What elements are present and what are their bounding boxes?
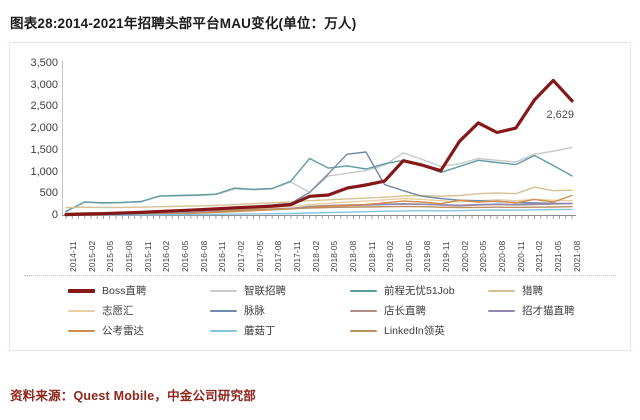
- legend-label: 招才猫直聘: [522, 305, 575, 317]
- x-tick-label: 2020-11: [515, 241, 526, 272]
- end-value-label: 2,629: [546, 109, 574, 121]
- legend-item-10: LinkedIn领英: [350, 323, 488, 338]
- legend-item-1: 智联招聘: [210, 283, 350, 298]
- legend-swatch: [210, 309, 237, 312]
- source-text: 资料来源：Quest Mobile，中金公司研究部: [10, 389, 256, 403]
- chart-title: 图表28:2014-2021年招聘头部平台MAU变化(单位：万人): [10, 16, 357, 31]
- x-tick-label: 2017-02: [235, 240, 246, 272]
- y-tick-label: 3,000: [30, 78, 58, 91]
- x-tick-label: 2019-02: [385, 240, 396, 272]
- x-tick-label: 2020-05: [478, 240, 489, 272]
- x-tick-label: 2021-02: [534, 240, 545, 272]
- legend-swatch: [350, 289, 377, 292]
- x-tick-label: 2021-05: [553, 240, 564, 272]
- x-tick-label: 2014-11: [68, 241, 78, 272]
- y-axis-labels: 3,500 3,000 2,500 2,000 1,500 1,000 500 0: [16, 57, 62, 221]
- legend-swatch: [68, 288, 95, 293]
- y-tick-label: 3,500: [30, 57, 58, 69]
- x-tick-label: 2015-08: [123, 240, 134, 272]
- x-tick-label: 2015-02: [86, 240, 97, 272]
- legend-swatch: [350, 329, 377, 332]
- x-tick-label: 2015-11: [142, 241, 153, 272]
- x-tick-label: 2015-05: [105, 240, 116, 272]
- legend-label: 公考雷达: [102, 325, 144, 337]
- series-line-3: [65, 186, 573, 209]
- legend-swatch: [488, 289, 515, 292]
- legend-swatch: [68, 309, 95, 312]
- series-line-0: [64, 78, 574, 217]
- x-tick-label: 2016-02: [161, 240, 172, 272]
- x-tick-label: 2021-08: [571, 240, 582, 272]
- legend-label: LinkedIn领英: [384, 325, 445, 337]
- x-tick-label: 2019-11: [441, 241, 452, 272]
- legend-item-5: 脉脉: [210, 303, 350, 318]
- legend-label: 店长直聘: [384, 305, 426, 317]
- plot-area: 3,500 3,000 2,500 2,000 1,500 1,000 500 0 2,629: [16, 57, 624, 221]
- x-tick-label: 2018-05: [329, 240, 340, 272]
- y-tick-label: 2,500: [30, 100, 58, 113]
- x-tick-label: 2020-02: [459, 240, 470, 272]
- legend-item-0: Boss直聘: [68, 283, 210, 298]
- legend-label: 蘑菇丁: [244, 325, 276, 337]
- y-tick-label: 1,000: [30, 165, 58, 178]
- x-tick-label: 2020-08: [497, 240, 508, 272]
- legend-item-4: 志愿汇: [68, 303, 210, 318]
- y-tick-label: 2,000: [30, 122, 58, 135]
- plot-svg: 2,629: [62, 61, 576, 219]
- legend-swatch: [350, 309, 377, 312]
- x-tick-label: 2016-05: [179, 240, 190, 272]
- x-axis-labels: 2014-11 2015-02 2015-05 2015-08 2015-11 2016-…: [68, 222, 582, 272]
- x-tick-label: 2016-08: [198, 240, 209, 272]
- legend-item-9: 蘑菇丁: [210, 323, 350, 338]
- x-tick-label: 2017-11: [291, 241, 302, 272]
- y-tick-label: 500: [39, 187, 58, 200]
- legend-item-8: 公考雷达: [68, 323, 210, 338]
- series-line-2: [65, 154, 573, 213]
- legend-label: Boss直聘: [102, 285, 147, 297]
- series-line-9: [65, 208, 573, 216]
- x-tick-label: 2018-08: [347, 240, 358, 272]
- x-tick-label: 2018-02: [310, 240, 321, 272]
- legend-label: 猎聘: [522, 285, 543, 297]
- x-tick-label: 2017-08: [273, 240, 284, 272]
- y-tick-label: 1,500: [30, 143, 58, 156]
- legend-item-7: 招才猫直聘: [488, 303, 616, 318]
- legend-label: 智联招聘: [244, 285, 286, 297]
- legend-swatch: [488, 309, 515, 312]
- x-tick-label: 2019-05: [403, 240, 414, 272]
- legend-label: 志愿汇: [102, 305, 134, 317]
- x-tick-label: 2019-08: [422, 240, 433, 272]
- chart-container: 3,500 3,000 2,500 2,000 1,500 1,000 500 0 2,629…: [9, 42, 631, 351]
- x-tick-label: 2017-05: [254, 240, 265, 272]
- legend-swatch: [210, 289, 237, 292]
- x-tick-label: 2018-11: [366, 241, 377, 272]
- legend-swatch: [210, 329, 237, 332]
- y-tick-label: 0: [51, 209, 58, 221]
- legend-label: 脉脉: [244, 305, 265, 317]
- legend: Boss直聘 智联招聘 前程无忧51Job 猎聘志愿汇 脉脉 店长直聘 招才猫直聘公考雷达 蘑…: [24, 275, 616, 346]
- x-tick-label: 2016-11: [217, 241, 228, 272]
- legend-item-3: 猎聘: [488, 283, 616, 298]
- legend-item-2: 前程无忧51Job: [350, 283, 488, 298]
- legend-label: 前程无忧51Job: [384, 285, 455, 297]
- legend-item-6: 店长直聘: [350, 303, 488, 318]
- legend-swatch: [68, 329, 95, 332]
